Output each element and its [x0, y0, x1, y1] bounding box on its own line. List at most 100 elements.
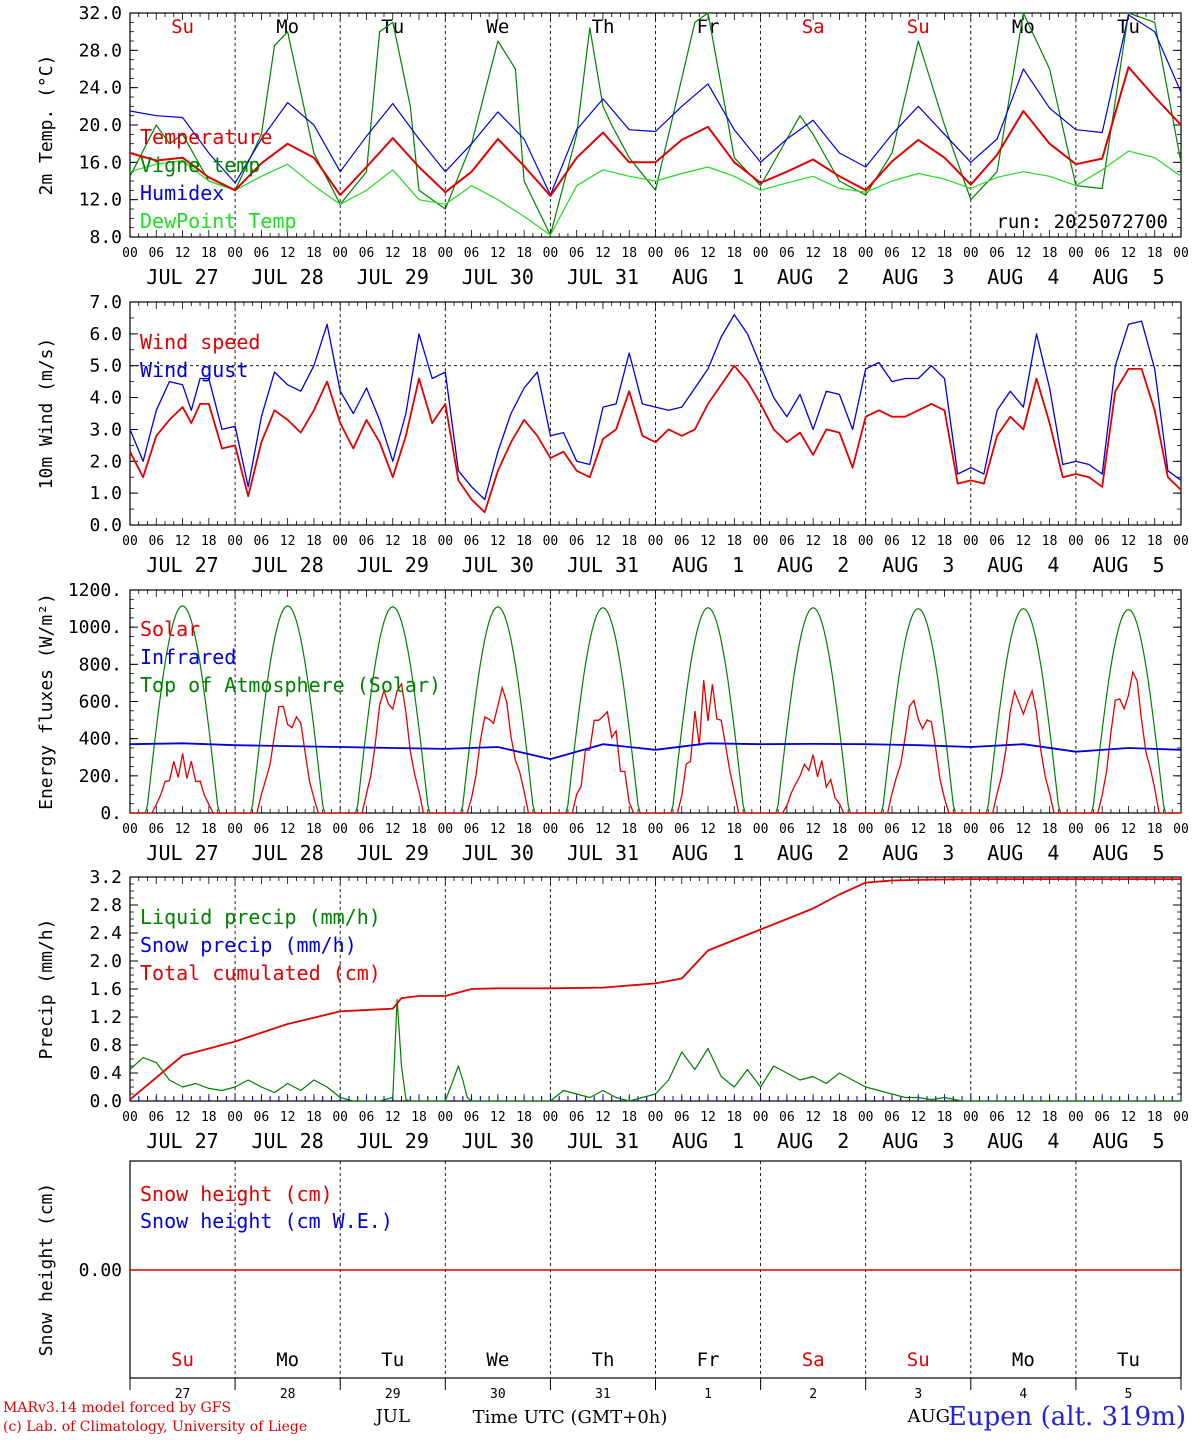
- precip-hour-label: 06: [569, 1110, 585, 1125]
- wind-date-label: JUL 31: [567, 553, 639, 577]
- energy-y-tick-label: 600.: [79, 692, 122, 713]
- temperature-hour-label: 18: [1147, 246, 1163, 261]
- temperature-hour-label: 12: [175, 246, 191, 261]
- wind-hour-label: 18: [832, 534, 848, 549]
- wind-hour-label: 12: [1121, 534, 1137, 549]
- energy-hour-label: 12: [1121, 822, 1137, 837]
- precip-hour-label: 18: [621, 1110, 637, 1125]
- wind-hour-label: 00: [227, 534, 243, 549]
- temperature-hour-label: 06: [148, 246, 164, 261]
- wind-hour-label: 00: [753, 534, 769, 549]
- wind-speed-line: [129, 364, 1182, 514]
- wind-hour-label: 06: [779, 534, 795, 549]
- wind-hour-label: 06: [148, 534, 164, 549]
- wind-hour-label: 12: [805, 534, 821, 549]
- precip-hour-label: 00: [858, 1110, 874, 1125]
- energy-date-label: AUG 2: [777, 841, 849, 865]
- wind-date-label: JUL 29: [357, 553, 429, 577]
- temperature-date-label: AUG 4: [987, 265, 1059, 289]
- wind-hour-label: 18: [201, 534, 217, 549]
- temperature-legend-entry: Temperature: [140, 125, 272, 149]
- precip-y-tick-label: 0.0: [89, 1091, 122, 1112]
- precip-legend-entry: Liquid precip (mm/h): [140, 905, 381, 929]
- wind-hour-label: 12: [1016, 534, 1032, 549]
- temperature-hour-label: 06: [254, 246, 270, 261]
- energy-hour-label: 06: [989, 822, 1005, 837]
- energy-hour-label: 18: [306, 822, 322, 837]
- temperature-date-label: JUL 29: [357, 265, 429, 289]
- temperature-hour-label: 00: [858, 246, 874, 261]
- wind-hour-label: 06: [569, 534, 585, 549]
- precip-hour-label: 06: [359, 1110, 375, 1125]
- snow-day-name: Tu: [381, 1349, 404, 1371]
- precip-hour-label: 00: [332, 1110, 348, 1125]
- temperature-date-label: AUG 2: [777, 265, 849, 289]
- snow-day-name: We: [486, 1349, 509, 1371]
- temperature-hour-label: 00: [753, 246, 769, 261]
- wind-hour-label: 00: [648, 534, 664, 549]
- temperature-series-humidex: [129, 14, 1182, 196]
- wind-hour-label: 06: [464, 534, 480, 549]
- precip-date-label: JUL 29: [357, 1129, 429, 1153]
- precip-hour-label: 00: [543, 1110, 559, 1125]
- wind-y-tick-label: 7.0: [89, 292, 122, 313]
- energy-hour-label: 06: [569, 822, 585, 837]
- temperature-series-dewpoint-temp: [129, 150, 1182, 236]
- energy-hour-label: 00: [437, 822, 453, 837]
- bottom-day-number: 3: [914, 1387, 922, 1402]
- precip-hour-label: 12: [385, 1110, 401, 1125]
- energy-y-tick-label: 400.: [79, 729, 122, 750]
- temperature-hour-label: 00: [1173, 246, 1189, 261]
- temperature-date-label: AUG 3: [882, 265, 954, 289]
- wind-axis-title: 10m Wind (m/s): [36, 338, 57, 490]
- precip-hour-label: 12: [595, 1110, 611, 1125]
- precip-hour-label: 00: [227, 1110, 243, 1125]
- snow-y-tick-label: 0.00: [79, 1260, 122, 1281]
- snow-day-name: Mo: [1012, 1349, 1035, 1371]
- bottom-day-number: 2: [809, 1387, 817, 1402]
- energy-hour-label: 18: [621, 822, 637, 837]
- wind-y-tick-label: 2.0: [89, 451, 122, 472]
- temperature-hour-label: 00: [648, 246, 664, 261]
- wind-legend-entry: Wind speed: [140, 330, 260, 354]
- energy-hour-label: 06: [464, 822, 480, 837]
- wind-hour-label: 12: [490, 534, 506, 549]
- energy-hour-label: 06: [359, 822, 375, 837]
- energy-y-tick-label: 800.: [79, 654, 122, 675]
- temperature-hour-label: 18: [726, 246, 742, 261]
- precip-hour-label: 12: [805, 1110, 821, 1125]
- energy-hour-label: 18: [1042, 822, 1058, 837]
- energy-plot-frame: [129, 589, 1182, 814]
- temperature-day-name: Su: [171, 16, 194, 38]
- temperature-hour-label: 00: [227, 246, 243, 261]
- energy-hour-label: 18: [516, 822, 532, 837]
- energy-date-label: JUL 30: [462, 841, 534, 865]
- energy-hour-label: 12: [1016, 822, 1032, 837]
- precip-hour-label: 00: [1173, 1110, 1189, 1125]
- temperature-hour-label: 12: [1121, 246, 1137, 261]
- precip-legend-entry: Snow precip (mm/h): [140, 933, 357, 957]
- temperature-hour-label: 18: [201, 246, 217, 261]
- temperature-hour-label: 06: [1094, 246, 1110, 261]
- precip-date-label: JUL 30: [462, 1129, 534, 1153]
- bottom-day-number: 29: [385, 1387, 401, 1402]
- wind-hour-label: 06: [989, 534, 1005, 549]
- precip-y-tick-label: 2.4: [89, 923, 122, 944]
- precip-y-tick-label: 2.8: [89, 895, 122, 916]
- energy-hour-label: 00: [1173, 822, 1189, 837]
- energy-hour-label: 12: [805, 822, 821, 837]
- temperature-hour-label: 06: [464, 246, 480, 261]
- wind-hour-label: 06: [884, 534, 900, 549]
- wind-y-tick-label: 3.0: [89, 419, 122, 440]
- precip-hour-label: 18: [411, 1110, 427, 1125]
- temperature-hour-label: 00: [122, 246, 138, 261]
- temperature-day-name: Mo: [276, 16, 299, 38]
- wind-hour-label: 00: [122, 534, 138, 549]
- solar-line: [130, 669, 1181, 814]
- energy-hour-label: 12: [490, 822, 506, 837]
- temperature-legend-entry: DewPoint Temp: [140, 209, 297, 233]
- energy-legend-entry: Solar: [140, 617, 200, 641]
- temperature-y-tick-label: 12.0: [79, 190, 122, 211]
- precip-hour-label: 06: [884, 1110, 900, 1125]
